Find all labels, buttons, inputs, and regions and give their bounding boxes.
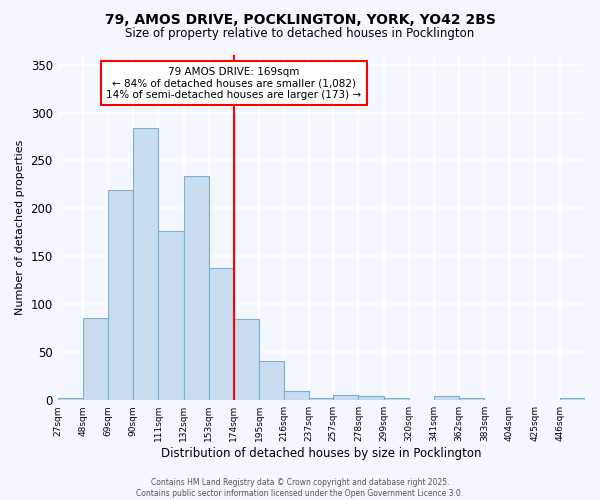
Bar [83,318,108,400]
Y-axis label: Number of detached properties: Number of detached properties [15,140,25,316]
Text: 79 AMOS DRIVE: 169sqm
← 84% of detached houses are smaller (1,082)
14% of semi-d: 79 AMOS DRIVE: 169sqm ← 84% of detached … [106,66,361,100]
Bar [184,176,209,400]
Bar [560,398,585,400]
Bar [358,396,383,400]
Bar [310,398,335,400]
Bar [158,232,184,400]
Bar [259,361,284,400]
Text: 79, AMOS DRIVE, POCKLINGTON, YORK, YO42 2BS: 79, AMOS DRIVE, POCKLINGTON, YORK, YO42 … [104,12,496,26]
Text: Contains HM Land Registry data © Crown copyright and database right 2025.
Contai: Contains HM Land Registry data © Crown c… [136,478,464,498]
Bar [383,398,409,400]
Bar [434,396,459,400]
Bar [133,128,158,400]
Bar [58,398,83,400]
X-axis label: Distribution of detached houses by size in Pocklington: Distribution of detached houses by size … [161,447,482,460]
Bar [234,318,259,400]
Bar [108,190,133,400]
Text: Size of property relative to detached houses in Pocklington: Size of property relative to detached ho… [125,28,475,40]
Bar [334,396,358,400]
Bar [209,268,234,400]
Bar [284,390,310,400]
Bar [459,398,484,400]
